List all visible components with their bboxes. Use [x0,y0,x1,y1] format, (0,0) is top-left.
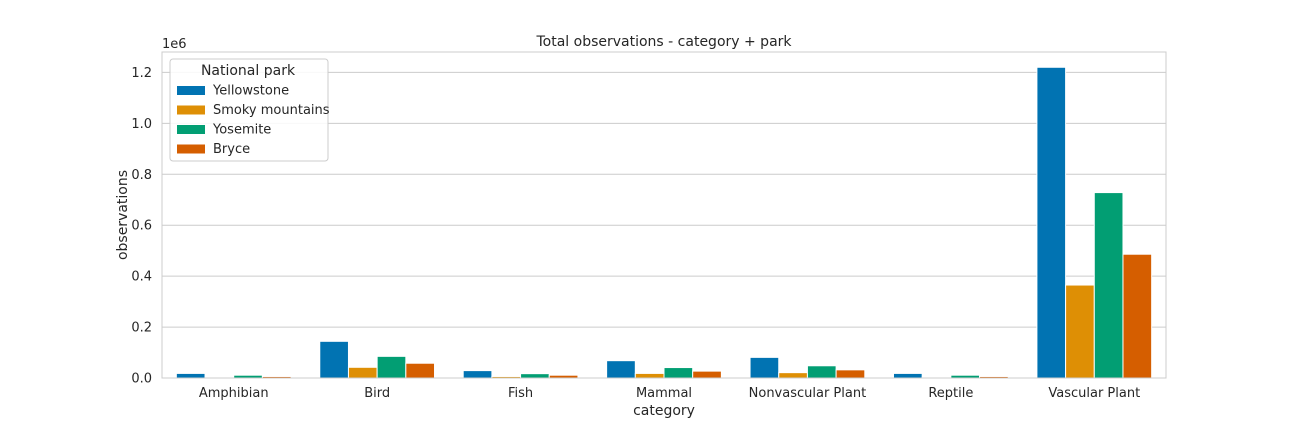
x-tick-label: Vascular Plant [1048,386,1140,401]
x-tick-labels: Amphibian Bird Fish Mammal Nonvascular Plant… [199,386,1140,401]
x-axis-title: category [633,403,695,419]
bar [1036,66,1067,379]
bar [606,360,636,379]
legend: National park Yellowstone Smoky mountains… [169,58,330,162]
plot-frame [161,51,1167,379]
legend-swatch [177,125,205,134]
legend-items: Yellowstone Smoky mountains Yosemite Bryce [177,84,330,157]
y-tick-label: 0.4 [131,270,152,285]
x-tick-label: Mammal [636,386,692,401]
legend-label: Yosemite [212,123,271,138]
x-tick-label: Reptile [928,386,973,401]
x-tick-label: Nonvascular Plant [749,386,867,401]
y-tick-label: 1.0 [131,117,152,132]
y-axis-offset-text: 1e6 [162,37,187,52]
bars [175,66,1153,379]
bar [175,372,206,379]
legend-label: Bryce [213,142,250,157]
bar [347,366,378,379]
bar [405,362,436,379]
bar [778,372,808,379]
bar [1122,253,1153,379]
y-tick-label: 0.6 [131,219,152,234]
legend-title: National park [201,63,296,79]
y-tick-label: 0.2 [131,321,152,336]
bar [749,356,780,379]
bar [462,370,493,379]
y-axis-title: observations [115,170,131,260]
bar [1093,192,1124,379]
legend-label: Smoky mountains [213,103,330,118]
legend-label: Yellowstone [212,84,289,99]
bar [892,372,923,379]
bar [634,372,665,379]
x-tick-label: Amphibian [199,386,269,401]
bar [376,355,407,379]
legend-box [169,58,329,162]
y-tick-label: 0.8 [131,168,152,183]
y-tick-label: 0.0 [131,372,152,387]
bar [319,340,349,379]
x-tick-label: Bird [364,386,390,401]
y-tick-labels: 0.0 0.2 0.4 0.6 0.8 1.0 1.2 [131,66,152,387]
grid-lines [162,71,1166,379]
bar [663,367,694,379]
legend-swatch [177,86,205,95]
legend-swatch [177,144,205,154]
chart-title: Total observations - category + park [535,34,792,50]
bar [1065,284,1095,379]
bar [692,370,722,379]
bar [835,369,866,379]
bar [520,373,550,379]
y-tick-label: 1.2 [131,66,152,81]
legend-swatch [177,105,205,115]
x-tick-label: Fish [508,386,533,401]
bar [806,365,837,379]
